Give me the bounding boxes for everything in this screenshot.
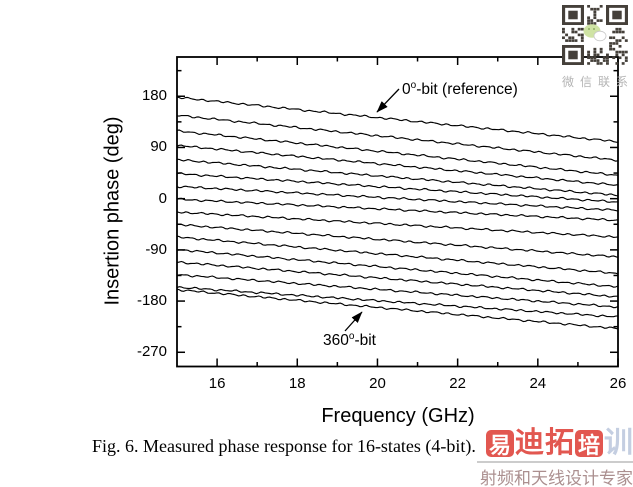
annotation-reference-bit: 0o-bit (reference) bbox=[402, 80, 518, 99]
y-tick-label: 0 bbox=[158, 189, 167, 207]
annotation-arrow bbox=[344, 311, 363, 332]
y-tick-label: -180 bbox=[136, 292, 167, 310]
annotation-arrow bbox=[376, 88, 400, 113]
y-tick-label: -270 bbox=[136, 343, 167, 361]
phase-curve bbox=[176, 129, 619, 176]
phase-curve bbox=[176, 249, 619, 288]
phase-curve bbox=[176, 172, 619, 203]
x-tick-label: 22 bbox=[449, 375, 466, 392]
x-axis-title: Frequency (GHz) bbox=[321, 405, 475, 427]
wechat-icon bbox=[583, 24, 607, 42]
phase-curve bbox=[176, 223, 619, 258]
logo-char-block: 易 bbox=[485, 430, 514, 458]
x-tick-label: 18 bbox=[288, 375, 306, 392]
phase-curve bbox=[176, 260, 618, 298]
y-tick-label: 180 bbox=[141, 87, 167, 105]
qr-code: 微信联系 bbox=[562, 5, 632, 90]
logo-char: 训 bbox=[603, 427, 633, 459]
phase-curve bbox=[176, 144, 619, 186]
watermark-subtitle: 射频和天线设计专家 bbox=[477, 461, 633, 487]
phase-curve bbox=[176, 288, 619, 330]
phase-curve bbox=[176, 115, 619, 162]
phase-curve bbox=[176, 185, 619, 212]
x-tick-label: 26 bbox=[609, 375, 627, 392]
axes-frame bbox=[176, 56, 619, 368]
phase-curve bbox=[176, 96, 619, 143]
phase-curve bbox=[176, 274, 619, 309]
x-tick-label: 20 bbox=[369, 375, 386, 392]
y-tick-label: -90 bbox=[145, 240, 167, 258]
figure-caption: Fig. 6. Measured phase response for 16-s… bbox=[92, 436, 476, 456]
y-tick-label: 90 bbox=[150, 138, 167, 156]
phase-curve bbox=[176, 235, 619, 275]
phase-curve bbox=[176, 211, 619, 238]
annotation-360-bit: 360o-bit bbox=[323, 331, 376, 350]
phase-curve bbox=[176, 286, 619, 318]
logo-char-block: 培 bbox=[574, 430, 603, 458]
qr-code-image bbox=[562, 5, 628, 65]
qr-caption: 微信联系 bbox=[562, 75, 633, 89]
phase-curve bbox=[176, 197, 619, 222]
logo-char: 迪 bbox=[514, 427, 544, 459]
x-tick-label: 16 bbox=[208, 375, 226, 392]
logo-char: 拓 bbox=[544, 427, 574, 459]
phase-curve bbox=[176, 158, 619, 197]
watermark-logo: 易 迪 拓 培 训 bbox=[477, 428, 633, 459]
watermark: 易 迪 拓 培 训 射频和天线设计专家 bbox=[477, 428, 633, 487]
x-tick-label: 24 bbox=[529, 375, 547, 392]
